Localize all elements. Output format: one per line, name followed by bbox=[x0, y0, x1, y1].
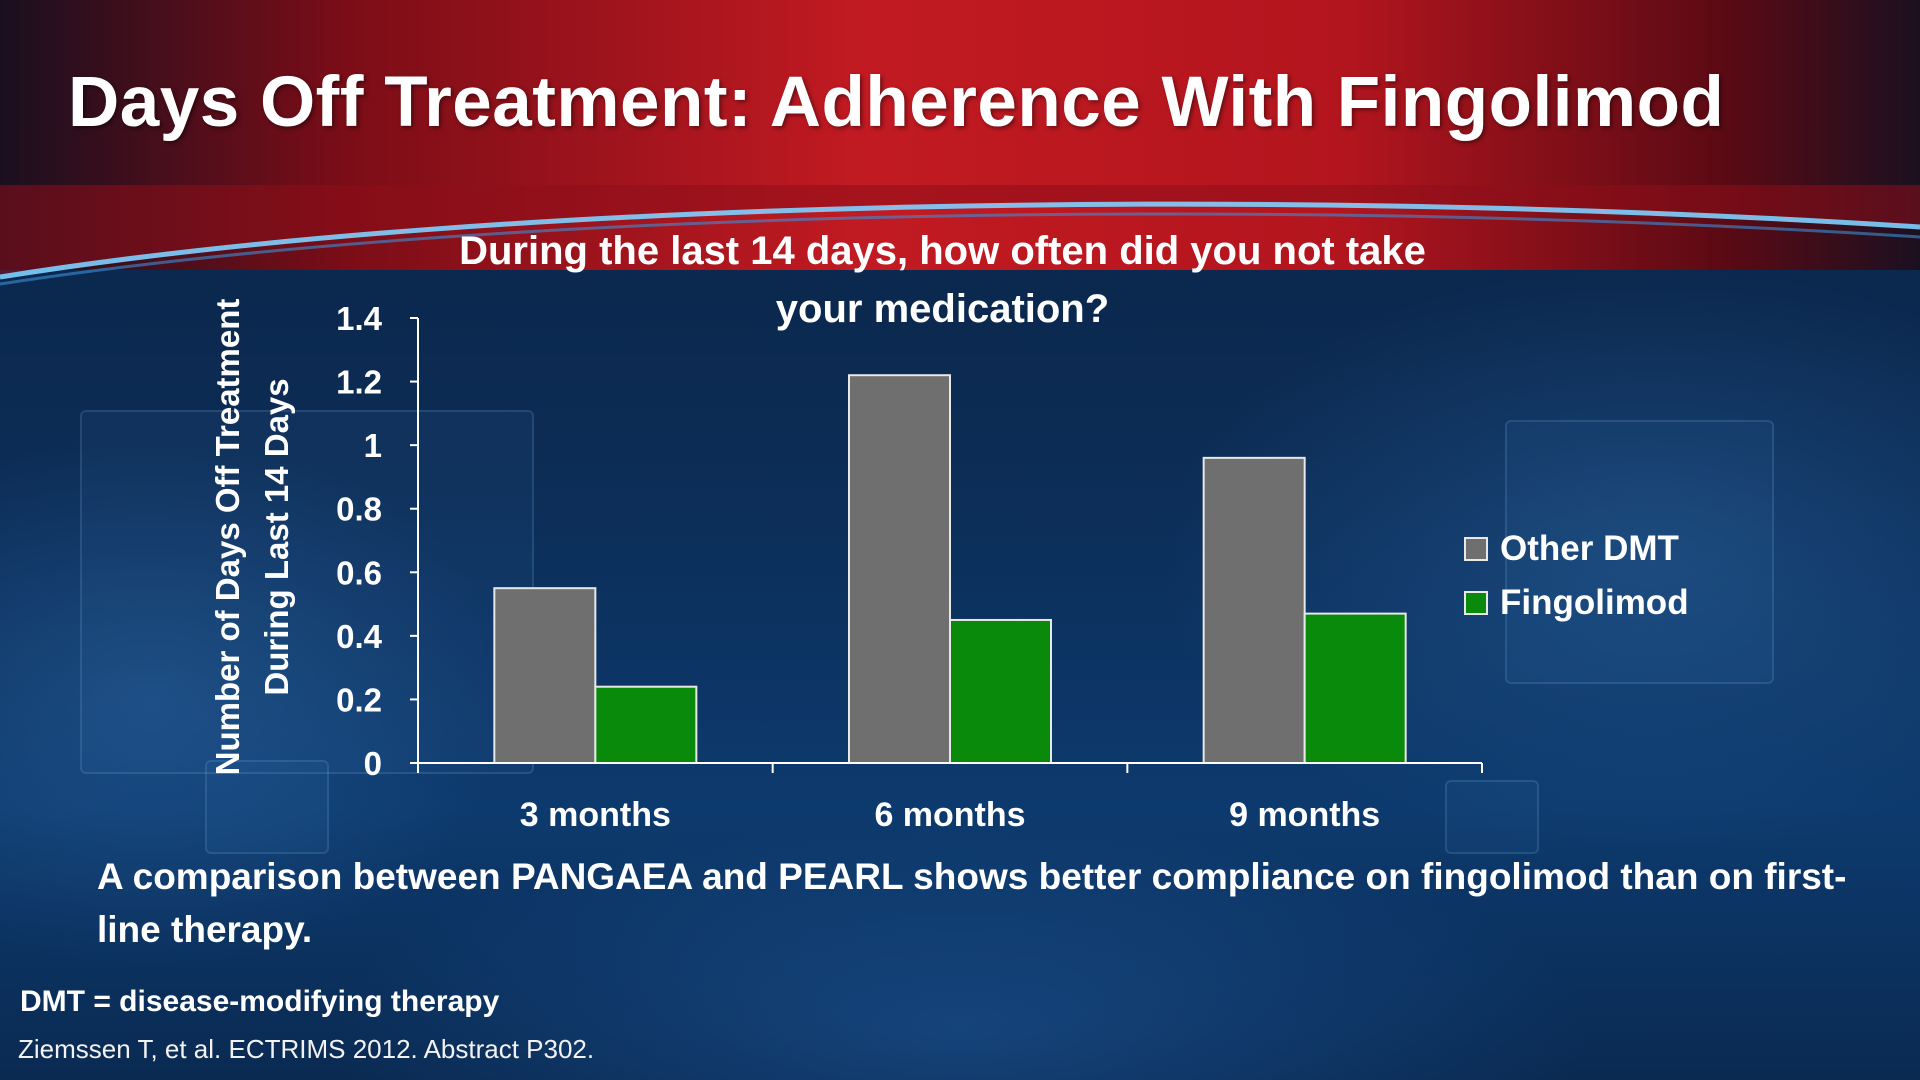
background-decor-box bbox=[1505, 420, 1774, 684]
background-decor-box bbox=[205, 760, 329, 854]
y-tick-label: 0 bbox=[364, 745, 382, 782]
legend-item-other-dmt: Other DMT bbox=[1464, 522, 1689, 576]
y-tick-label: 0.8 bbox=[336, 491, 382, 528]
bar-other-dmt-3-months bbox=[493, 587, 597, 765]
y-axis-label-line1: Number of Days Off Treatment bbox=[209, 299, 246, 776]
legend-swatch-other-dmt bbox=[1464, 537, 1488, 561]
background-decor-box bbox=[80, 410, 534, 774]
y-axis-ticks: 0 0.2 0.4 0.6 0.8 1 1.2 1.4 bbox=[336, 300, 418, 782]
y-tick-label: 0.6 bbox=[336, 554, 382, 591]
bar-fingolimod-6-months bbox=[949, 618, 1052, 765]
legend-swatch-fingolimod bbox=[1464, 591, 1488, 615]
slide-title: Days Off Treatment: Adherence With Fingo… bbox=[68, 63, 1725, 142]
legend-item-fingolimod: Fingolimod bbox=[1464, 576, 1689, 630]
y-tick-label: 0.4 bbox=[336, 618, 383, 655]
y-tick-label: 1 bbox=[364, 427, 382, 464]
header-swoosh bbox=[0, 185, 1920, 286]
bar-other-dmt-6-months bbox=[848, 374, 951, 764]
x-tick-label: 9 months bbox=[1229, 796, 1380, 834]
y-tick-label: 1.2 bbox=[336, 364, 382, 401]
x-tick-label: 6 months bbox=[874, 796, 1025, 834]
x-tick-label: 3 months bbox=[520, 796, 671, 834]
chart-title: During the last 14 days, how often did y… bbox=[459, 229, 1426, 331]
summary-text: A comparison between PANGAEA and PEARL s… bbox=[97, 856, 1847, 950]
chart-legend: Other DMT Fingolimod bbox=[1464, 522, 1689, 630]
bar-fingolimod-9-months bbox=[1303, 612, 1407, 764]
legend-label-fingolimod: Fingolimod bbox=[1500, 583, 1689, 622]
bar-other-dmt-9-months bbox=[1202, 456, 1306, 764]
background-decor-box bbox=[1445, 780, 1539, 854]
citation: Ziemssen T, et al. ECTRIMS 2012. Abstrac… bbox=[18, 1034, 595, 1064]
bar-fingolimod-3-months bbox=[594, 685, 698, 765]
x-axis-ticks: 3 months 6 months 9 months bbox=[417, 763, 1483, 834]
y-tick-label: 0.2 bbox=[336, 681, 382, 718]
y-tick-label: 1.4 bbox=[336, 300, 383, 337]
y-axis-label-line2: During Last 14 Days bbox=[258, 378, 295, 695]
legend-label-other-dmt: Other DMT bbox=[1500, 529, 1679, 568]
chart-bars bbox=[493, 374, 1407, 765]
footnote: DMT = disease-modifying therapy bbox=[20, 985, 500, 1018]
